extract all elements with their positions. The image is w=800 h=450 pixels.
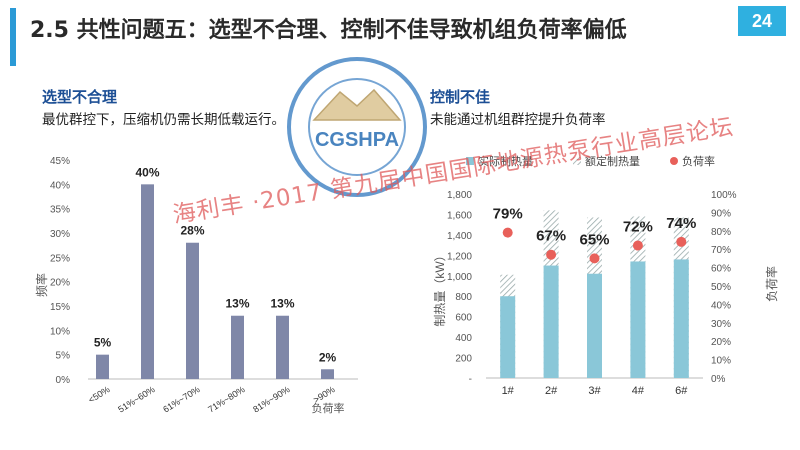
y-axis-label: 频率 bbox=[34, 273, 49, 297]
actual-capacity-bar bbox=[543, 265, 559, 378]
data-label: 5% bbox=[94, 336, 112, 350]
left-body: 最优群控下，压缩机仍需长期低载运行。 bbox=[42, 112, 285, 128]
y-tick-label: 1,000 bbox=[447, 272, 472, 283]
y2-tick-label: 10% bbox=[711, 356, 731, 367]
unit-heating-capacity-chart: 实际制热量 额定制热量 负荷率 -2004006008001,0001,2001,4… bbox=[433, 154, 779, 397]
x-tick-label: 6# bbox=[675, 385, 688, 397]
y2-tick-label: 100% bbox=[711, 190, 737, 201]
load-rate-label: 72% bbox=[623, 219, 653, 236]
bar bbox=[141, 184, 154, 379]
bar bbox=[276, 315, 289, 379]
y-tick-label: 800 bbox=[455, 292, 472, 303]
y-axis-label: 制热量（kW） bbox=[433, 249, 447, 326]
left-heading: 选型不合理 bbox=[42, 88, 118, 106]
x-tick-label: 61%~70% bbox=[161, 384, 201, 414]
y-tick-label: 1,400 bbox=[447, 231, 472, 242]
y-tick-label: 5% bbox=[56, 351, 71, 362]
actual-capacity-bar bbox=[630, 261, 646, 378]
y-tick-label: - bbox=[469, 374, 472, 385]
title-accent-bar bbox=[10, 8, 16, 66]
data-label: 13% bbox=[225, 297, 249, 311]
y2-tick-label: 90% bbox=[711, 208, 731, 219]
y2-tick-label: 20% bbox=[711, 337, 731, 348]
x-tick-label: 4# bbox=[632, 385, 645, 397]
load-rate-point bbox=[632, 240, 643, 251]
legend-label: 额定制热量 bbox=[585, 154, 640, 168]
y-tick-label: 10% bbox=[50, 326, 70, 337]
x-tick-label: 3# bbox=[588, 385, 601, 397]
y-tick-label: 25% bbox=[50, 253, 70, 264]
y-tick-label: 0% bbox=[56, 375, 71, 386]
y2-tick-label: 40% bbox=[711, 300, 731, 311]
bar bbox=[96, 354, 109, 379]
load-rate-point bbox=[546, 249, 557, 260]
x-tick-label: <50% bbox=[87, 384, 112, 405]
legend-label: 负荷率 bbox=[682, 154, 715, 168]
actual-capacity-bar bbox=[673, 259, 689, 378]
x-tick-label: >90% bbox=[312, 384, 337, 405]
x-tick-label: 71%~80% bbox=[206, 384, 246, 414]
y-tick-label: 1,200 bbox=[447, 251, 472, 262]
page-number: 24 bbox=[738, 6, 786, 36]
data-label: 40% bbox=[135, 165, 159, 179]
y-tick-label: 45% bbox=[50, 156, 70, 167]
association-seal: CGSHPA bbox=[287, 57, 427, 197]
y-tick-label: 1,600 bbox=[447, 210, 472, 221]
bar bbox=[231, 315, 244, 379]
load-rate-point bbox=[502, 227, 513, 238]
legend-swatch bbox=[670, 157, 678, 165]
actual-capacity-bar bbox=[587, 273, 602, 378]
legend-swatch bbox=[573, 157, 581, 165]
legend-label: 实际制热量 bbox=[478, 154, 533, 168]
load-rate-point bbox=[676, 236, 687, 247]
legend-swatch bbox=[466, 157, 474, 165]
data-label: 28% bbox=[180, 224, 204, 238]
bar bbox=[321, 369, 334, 379]
y2-tick-label: 50% bbox=[711, 282, 731, 293]
right-heading: 控制不佳 bbox=[430, 88, 491, 106]
y2-tick-label: 80% bbox=[711, 227, 731, 238]
page-title: 2.5 共性问题五：选型不合理、控制不佳导致机组负荷率偏低 bbox=[30, 18, 627, 43]
load-rate-label: 65% bbox=[579, 231, 609, 248]
y-tick-label: 600 bbox=[455, 313, 472, 324]
y2-axis-label: 负荷率 bbox=[764, 266, 779, 302]
right-body: 未能通过机组群控提升负荷率 bbox=[430, 112, 606, 128]
load-rate-point bbox=[589, 253, 600, 264]
data-label: 13% bbox=[270, 297, 294, 311]
y-tick-label: 400 bbox=[455, 333, 472, 344]
x-tick-label: 2# bbox=[545, 385, 558, 397]
y-tick-label: 30% bbox=[50, 229, 70, 240]
load-rate-label: 67% bbox=[536, 228, 566, 245]
y2-tick-label: 0% bbox=[711, 374, 726, 385]
y-tick-label: 40% bbox=[50, 180, 70, 191]
y2-tick-label: 30% bbox=[711, 319, 731, 330]
seal-abbr: CGSHPA bbox=[315, 129, 399, 151]
y-tick-label: 20% bbox=[50, 278, 70, 289]
x-tick-label: 81%~90% bbox=[251, 384, 291, 414]
x-axis-label: 负荷率 bbox=[312, 401, 345, 415]
bar bbox=[186, 242, 199, 379]
x-tick-label: 1# bbox=[502, 385, 515, 397]
y-tick-label: 200 bbox=[455, 354, 472, 365]
data-label: 2% bbox=[319, 350, 337, 364]
y-tick-label: 1,800 bbox=[447, 190, 472, 201]
actual-capacity-bar bbox=[500, 296, 516, 378]
y-tick-label: 35% bbox=[50, 205, 70, 216]
load-rate-frequency-chart: 0% 5% 10% 15% 20% 25% 30% 35% 40% 45% 5% <50% 40% 51… bbox=[34, 156, 358, 415]
y2-tick-label: 70% bbox=[711, 245, 731, 256]
y-tick-label: 15% bbox=[50, 302, 70, 313]
x-tick-label: 51%~60% bbox=[116, 384, 156, 414]
load-rate-label: 79% bbox=[493, 206, 523, 223]
load-rate-label: 74% bbox=[666, 215, 696, 232]
y2-tick-label: 60% bbox=[711, 264, 731, 275]
